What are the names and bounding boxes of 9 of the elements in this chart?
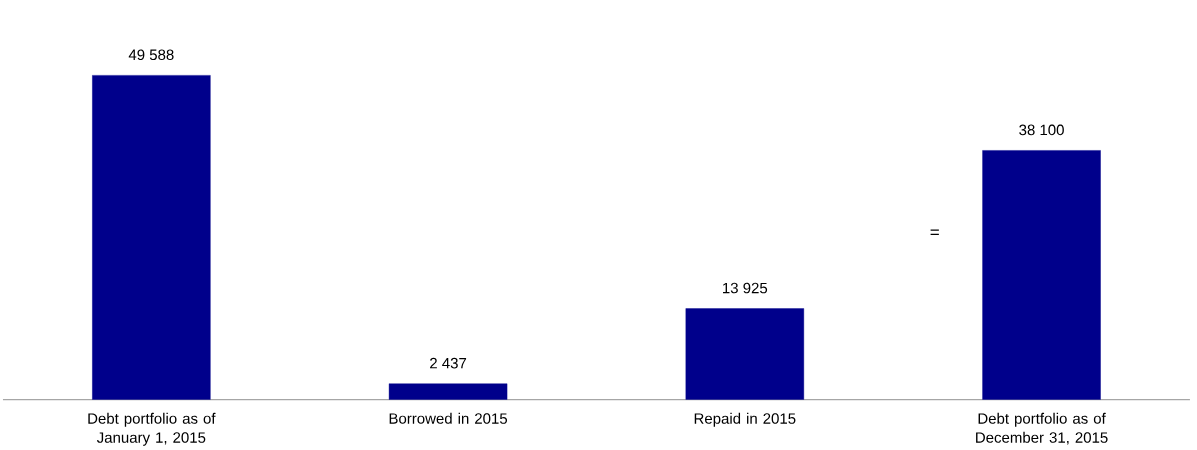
x-tick-label: Repaid in 2015: [694, 412, 796, 427]
x-tick-label: Debt portfolio as of December 31, 2015: [976, 412, 1108, 445]
data-label: 38 100: [1019, 124, 1064, 136]
data-label: 49 588: [128, 49, 174, 61]
data-label: 2 437: [430, 357, 467, 369]
x-tick-label: Debt portfolio as of January 1, 2015: [88, 412, 216, 446]
data-label: 13 925: [723, 282, 768, 294]
annotation: =: [930, 229, 939, 235]
x-tick-label: Borrowed in 2015: [389, 412, 508, 424]
